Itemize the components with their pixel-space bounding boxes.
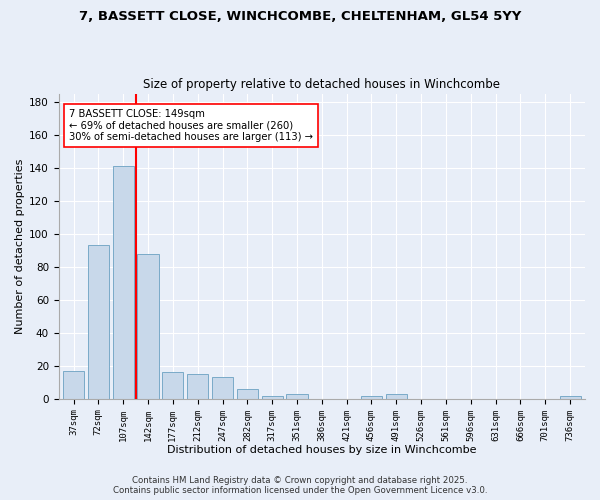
Bar — [286, 394, 308, 399]
Bar — [386, 394, 407, 399]
Bar — [88, 246, 109, 399]
Text: 7, BASSETT CLOSE, WINCHCOMBE, CHELTENHAM, GL54 5YY: 7, BASSETT CLOSE, WINCHCOMBE, CHELTENHAM… — [79, 10, 521, 23]
Bar — [237, 389, 258, 399]
Text: Contains HM Land Registry data © Crown copyright and database right 2025.
Contai: Contains HM Land Registry data © Crown c… — [113, 476, 487, 495]
Bar — [187, 374, 208, 399]
Bar — [212, 378, 233, 399]
Text: 7 BASSETT CLOSE: 149sqm
← 69% of detached houses are smaller (260)
30% of semi-d: 7 BASSETT CLOSE: 149sqm ← 69% of detache… — [69, 109, 313, 142]
Bar — [560, 396, 581, 399]
Bar — [63, 371, 84, 399]
Bar — [113, 166, 134, 399]
Bar — [162, 372, 184, 399]
Bar — [262, 396, 283, 399]
Y-axis label: Number of detached properties: Number of detached properties — [15, 158, 25, 334]
X-axis label: Distribution of detached houses by size in Winchcombe: Distribution of detached houses by size … — [167, 445, 476, 455]
Bar — [137, 254, 158, 399]
Bar — [361, 396, 382, 399]
Title: Size of property relative to detached houses in Winchcombe: Size of property relative to detached ho… — [143, 78, 500, 91]
